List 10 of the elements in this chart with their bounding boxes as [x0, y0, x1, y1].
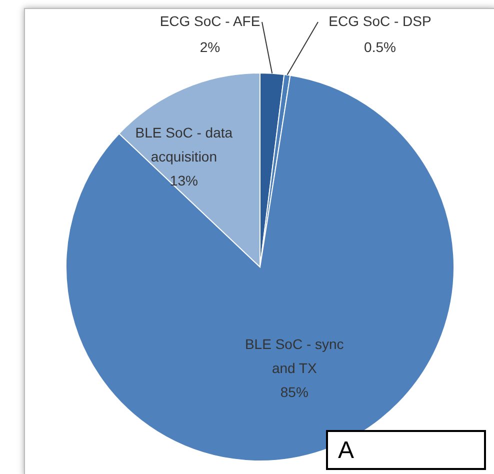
- data-label: 85%: [280, 384, 308, 400]
- data-label: 2%: [200, 39, 220, 55]
- slice-label: BLE SoC - data acquisition: [135, 124, 233, 165]
- slice-label: BLE SoC - sync and TX: [244, 336, 344, 376]
- panel-letter-box: A: [326, 430, 486, 470]
- slice-label: ECG SoC - AFE: [160, 13, 260, 29]
- pie-slice: [66, 74, 454, 462]
- slice-label: ECG SoC - DSP: [328, 13, 432, 29]
- data-label: 13%: [170, 172, 198, 189]
- data-label: 0.5%: [364, 39, 396, 55]
